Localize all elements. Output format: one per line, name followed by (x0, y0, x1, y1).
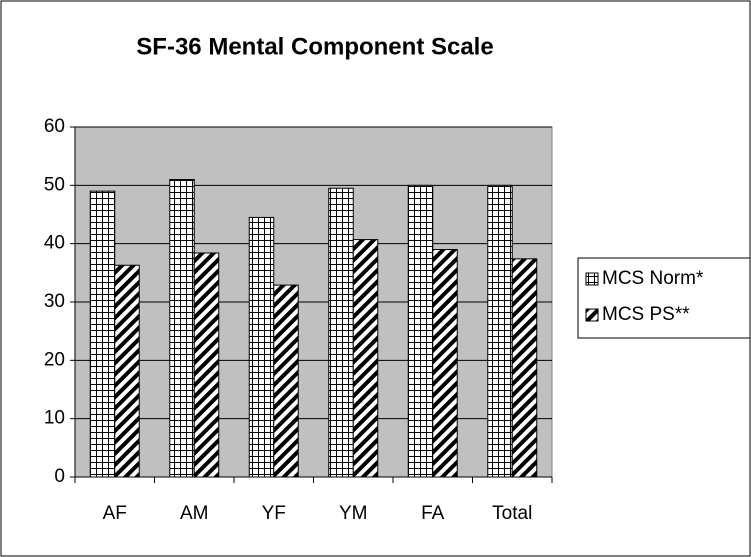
legend-swatch (585, 308, 599, 322)
x-tick-label: YF (262, 503, 286, 524)
x-tick-label: AF (103, 503, 127, 524)
legend-label: MCS Norm* (602, 268, 704, 289)
bar (273, 284, 299, 478)
chart-title: SF-36 Mental Component Scale (136, 33, 493, 60)
bar (193, 252, 220, 478)
bar (328, 187, 354, 478)
y-tick-label: 0 (54, 466, 65, 487)
bar (487, 184, 513, 478)
bar (432, 249, 458, 478)
y-tick-label: 60 (44, 116, 65, 137)
y-tick-label: 20 (44, 349, 65, 370)
bar (89, 190, 116, 478)
x-tick-label: FA (421, 503, 445, 524)
legend-label: MCS PS** (602, 304, 690, 325)
y-tick-label: 30 (44, 291, 65, 312)
bar (114, 264, 140, 478)
bar (169, 179, 195, 478)
y-tick-label: 50 (44, 174, 65, 195)
x-tick-label: AM (180, 503, 209, 524)
y-tick-label: 10 (44, 408, 65, 429)
bar (352, 239, 379, 478)
y-tick-label: 40 (44, 233, 65, 254)
bar (248, 216, 275, 478)
x-tick-label: YM (339, 503, 368, 524)
bar (407, 184, 434, 478)
x-tick-label: Total (492, 503, 532, 524)
legend-box (577, 257, 751, 339)
bar (511, 258, 538, 478)
legend-swatch (585, 272, 599, 286)
